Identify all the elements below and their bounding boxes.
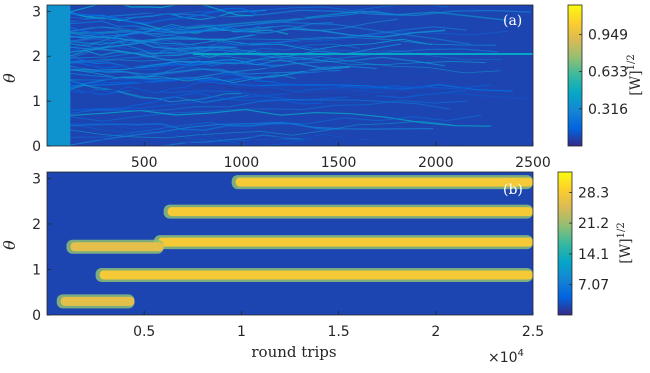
- x-tick-label: 2000: [418, 155, 454, 171]
- y-axis-label-b: θ: [0, 240, 19, 250]
- heatmap-a: [47, 5, 533, 146]
- colorbar-ticks-a: 0.316 0.633 0.949: [579, 27, 628, 118]
- colorbar-tick-label: 21.2: [578, 216, 609, 232]
- colorbar-ticks-b: 7.07 14.1 21.2 28.3: [569, 185, 609, 293]
- y-tick-label: 2: [32, 217, 41, 233]
- colorbar-tick-label: 0.949: [588, 27, 628, 43]
- filament: [70, 83, 414, 98]
- filament: [70, 78, 527, 100]
- x-tick-label: 1500: [321, 155, 357, 171]
- colorbar-tick-label: 28.3: [578, 185, 609, 201]
- filament: [70, 125, 480, 146]
- axis-ticks-b: 0.5 1 1.5 2 2.5 0 1 2 3: [32, 171, 544, 340]
- axes-frame-b: [46, 171, 534, 316]
- colorbar-label-b: [W]1/2: [616, 222, 634, 263]
- stable-band: [235, 177, 533, 187]
- x-tick-label: 500: [131, 155, 158, 171]
- colorbar-tick-label: 0.633: [588, 65, 628, 81]
- filament: [70, 120, 452, 139]
- colorbar-tick-label: 14.1: [578, 247, 609, 263]
- y-axis-label-a: θ: [0, 73, 19, 83]
- filament: [70, 65, 377, 75]
- x-tick-label: 2.5: [522, 324, 544, 340]
- panel-label-b: (b): [503, 182, 523, 198]
- y-tick-label: 1: [32, 94, 41, 110]
- y-tick-label: 0: [32, 139, 41, 155]
- filament: [70, 10, 507, 34]
- colorbar-label-a: [W]1/2: [626, 54, 644, 95]
- stable-band: [167, 207, 533, 217]
- colorbar-b: 7.07 14.1 21.2 28.3 [W]1/2: [557, 171, 634, 316]
- filament: [70, 7, 258, 24]
- x-tick-label: 2: [431, 324, 440, 340]
- filament: [70, 9, 531, 23]
- filament: [70, 84, 491, 111]
- colorbar-tick-label: 7.07: [578, 277, 609, 293]
- y-tick-label: 1: [32, 262, 41, 278]
- filament: [70, 10, 366, 22]
- transient-band: [60, 296, 135, 306]
- x-tick-label: 1000: [224, 155, 260, 171]
- filament: [70, 66, 350, 84]
- panel-label-a: (a): [503, 13, 522, 29]
- axes-frame-a: [46, 4, 534, 147]
- filament: [70, 122, 341, 131]
- stable-band: [157, 237, 533, 247]
- filament: [70, 63, 506, 84]
- filament: [70, 33, 497, 46]
- x-tick-label: 2500: [515, 155, 551, 171]
- panel-b: 0.5 1 1.5 2 2.5 0 1 2 3 (b) θ round trips ×104 7…: [0, 171, 634, 366]
- filament: [70, 20, 261, 33]
- y-tick-label: 3: [32, 171, 41, 187]
- x-tick-label: 1: [237, 324, 246, 340]
- heatmap-b: [47, 172, 533, 315]
- colorbar-tick-label: 0.316: [588, 102, 628, 118]
- filament: [70, 112, 476, 136]
- stable-band: [99, 270, 533, 280]
- x-axis-label-b: round trips: [251, 343, 336, 361]
- panel-a: 500 1000 1500 2000 2500 0 1 2 3 (a) θ 0.316 0.633…: [0, 4, 644, 171]
- axis-ticks-a: 500 1000 1500 2000 2500 0 1 2 3: [32, 4, 551, 171]
- filament: [70, 56, 445, 81]
- filament: [70, 22, 320, 36]
- filament: [70, 48, 498, 62]
- filament: [70, 135, 278, 146]
- filament: [70, 25, 247, 40]
- filament: [70, 63, 277, 83]
- uniform-region: [47, 5, 71, 146]
- x-tick-label: 1.5: [327, 324, 349, 340]
- filament: [70, 65, 296, 80]
- filament: [70, 49, 503, 64]
- filament: [70, 99, 450, 114]
- colorbar-a: 0.316 0.633 0.949 [W]1/2: [567, 4, 644, 147]
- noisy-filaments: [70, 5, 531, 146]
- y-tick-label: 0: [32, 308, 41, 324]
- filament: [70, 11, 439, 24]
- x-tick-label: 0.5: [133, 324, 155, 340]
- filament: [70, 121, 434, 146]
- filament: [70, 100, 468, 122]
- y-tick-label: 2: [32, 49, 41, 65]
- filament: [70, 5, 253, 17]
- transient-band: [70, 242, 164, 252]
- filament: [70, 5, 449, 20]
- filament: [70, 124, 374, 143]
- x-multiplier-b: ×104: [488, 348, 524, 366]
- filament: [70, 73, 243, 94]
- filament: [70, 59, 224, 70]
- filament: [70, 39, 360, 53]
- y-tick-label: 3: [32, 4, 41, 20]
- filament: [70, 38, 340, 60]
